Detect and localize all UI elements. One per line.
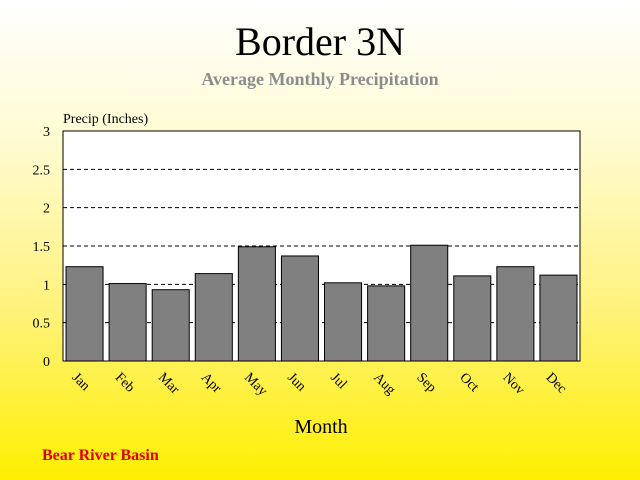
y-tick-label: 2 bbox=[43, 202, 50, 217]
x-tick-labels: Jan Feb Mar Apr May Jun Jul Aug Sep Oct Nov Dec bbox=[69, 370, 569, 399]
x-tick-label: Oct bbox=[456, 370, 481, 395]
x-tick-label: Sep bbox=[413, 370, 438, 395]
x-tick-label: Aug bbox=[370, 370, 398, 398]
y-tick-label: 0 bbox=[43, 355, 50, 370]
bar-jul bbox=[324, 282, 363, 362]
x-tick-label: Jan bbox=[69, 370, 93, 394]
x-tick-label: Jul bbox=[327, 370, 349, 392]
y-tick-label: 2.5 bbox=[33, 163, 51, 178]
x-tick-label: Dec bbox=[543, 370, 570, 397]
bar-jun bbox=[280, 255, 319, 362]
x-tick-label: Nov bbox=[500, 370, 528, 398]
y-tick-label: 1.5 bbox=[33, 240, 51, 255]
bar-may bbox=[237, 246, 276, 362]
bars bbox=[65, 244, 578, 362]
bar-nov bbox=[496, 266, 535, 362]
bar-sep bbox=[410, 244, 449, 362]
footer-label: Bear River Basin bbox=[42, 447, 159, 464]
chart-title: Border 3N bbox=[235, 19, 405, 64]
bar-mar bbox=[151, 289, 190, 362]
x-tick-label: Feb bbox=[112, 370, 137, 395]
gridlines bbox=[63, 168, 580, 324]
y-tick-label: 1 bbox=[43, 278, 50, 293]
x-tick-label: Mar bbox=[155, 370, 182, 397]
x-tick-label: May bbox=[241, 370, 270, 399]
y-tick-labels: 0 0.5 1 1.5 2 2.5 3 bbox=[33, 125, 51, 370]
x-tick-label: Apr bbox=[198, 370, 224, 396]
x-tick-label: Jun bbox=[284, 370, 308, 394]
bar-dec bbox=[539, 274, 578, 362]
x-axis-title: Month bbox=[294, 416, 347, 438]
y-axis-label: Precip (Inches) bbox=[63, 112, 148, 127]
bar-feb bbox=[108, 283, 147, 362]
y-tick-label: 3 bbox=[43, 125, 50, 140]
bar-jan bbox=[65, 266, 104, 362]
bar-oct bbox=[453, 275, 492, 362]
chart-subtitle: Average Monthly Precipitation bbox=[201, 69, 438, 89]
y-tick-label: 0.5 bbox=[33, 317, 51, 332]
bar-aug bbox=[367, 285, 406, 362]
bar-apr bbox=[194, 273, 233, 362]
